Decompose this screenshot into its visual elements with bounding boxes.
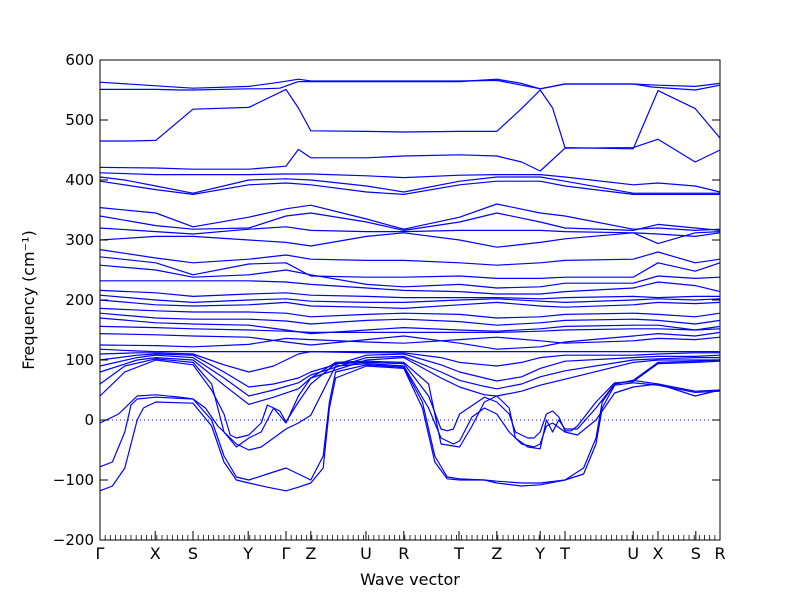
x-tick-label: Y: [534, 544, 545, 563]
band-line-18: [99, 299, 721, 309]
x-tick-label: X: [653, 544, 664, 563]
band-line-23: [99, 331, 721, 350]
band-line-8: [99, 203, 721, 231]
band-line-29: [99, 357, 720, 405]
y-tick-label: 600: [65, 51, 94, 69]
x-tick-label: Γ: [96, 544, 105, 563]
band-line-27: [99, 353, 721, 388]
band-line-6: [99, 176, 720, 194]
band-line-16: [99, 289, 720, 300]
y-tick-label: 400: [65, 171, 94, 189]
band-line-17: [99, 294, 721, 303]
x-tick-label: S: [188, 544, 198, 563]
x-tick-label: R: [398, 544, 409, 563]
x-tick-label: U: [360, 544, 372, 563]
band-line-28: [99, 354, 720, 397]
band-line-22: [99, 325, 721, 333]
band-line-34: [99, 365, 721, 492]
y-tick-label: 100: [65, 351, 94, 369]
x-tick-label: T: [559, 544, 570, 563]
bands-layer: [99, 78, 721, 492]
band-line-3: [100, 88, 721, 150]
x-tick-label: U: [627, 544, 639, 563]
band-line-9: [99, 212, 721, 231]
band-line-15: [100, 280, 721, 295]
band-line-20: [99, 312, 721, 326]
band-line-10: [99, 226, 721, 245]
band-line-31: [99, 359, 721, 439]
band-line-30: [99, 358, 721, 450]
band-line-26: [99, 351, 720, 373]
y-tick-label: −100: [53, 471, 94, 489]
band-line-4: [99, 138, 721, 172]
x-tick-label: R: [714, 544, 725, 563]
x-tick-label: Y: [242, 544, 253, 563]
y-axis-label: Frequency (cm⁻¹): [19, 230, 38, 369]
band-line-33: [99, 364, 721, 484]
band-line-25: [99, 348, 720, 353]
band-line-12: [99, 249, 721, 266]
band-line-7: [99, 180, 720, 195]
y-tick-label: 300: [65, 231, 94, 249]
y-tick-label: 500: [65, 111, 94, 129]
band-line-19: [99, 307, 721, 319]
band-line-5: [99, 172, 721, 193]
x-tick-label: X: [150, 544, 161, 563]
y-tick-label: 0: [84, 411, 94, 429]
y-tick-label: 200: [65, 291, 94, 309]
band-line-2: [100, 78, 721, 91]
band-line-21: [99, 317, 721, 335]
x-axis-label: Wave vector: [360, 570, 460, 589]
y-tick-label: −200: [53, 531, 94, 549]
x-tick-label: S: [691, 544, 701, 563]
band-line-13: [99, 256, 721, 279]
x-tick-label: Z: [305, 544, 316, 563]
band-line-32: [99, 363, 721, 451]
x-tick-label: T: [453, 544, 464, 563]
x-tick-label: Γ: [282, 544, 291, 563]
x-tick-label: Z: [491, 544, 502, 563]
band-line-24: [99, 336, 721, 348]
band-line-11: [99, 232, 721, 248]
band-line-14: [99, 264, 721, 289]
